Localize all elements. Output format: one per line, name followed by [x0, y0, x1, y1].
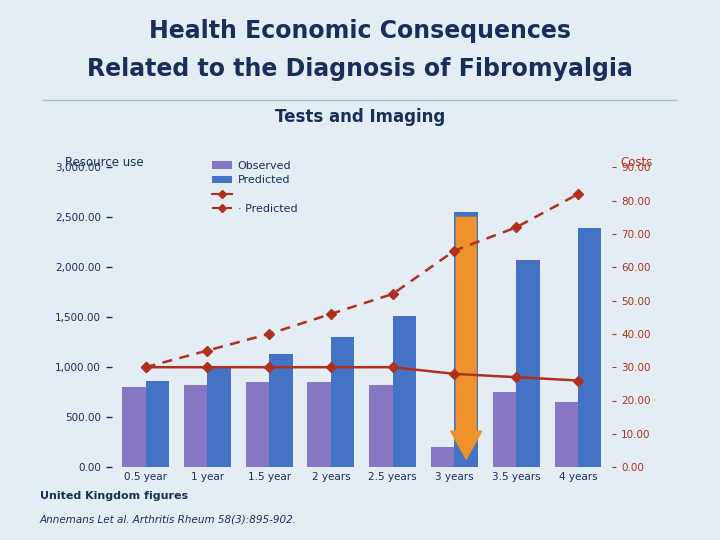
Bar: [492, 392, 516, 467]
Bar: [331, 337, 354, 467]
Text: Costs: Costs: [621, 156, 653, 168]
Bar: [392, 316, 416, 467]
Bar: [516, 260, 540, 467]
Bar: [369, 385, 392, 467]
Text: Health Economic Consequences: Health Economic Consequences: [149, 19, 571, 43]
Bar: [122, 387, 145, 467]
Text: United Kingdom figures: United Kingdom figures: [40, 491, 188, 501]
Bar: [246, 382, 269, 467]
Bar: [184, 385, 207, 467]
FancyArrow shape: [451, 217, 482, 459]
Bar: [554, 402, 578, 467]
Bar: [454, 212, 478, 467]
Legend: Observed, Predicted, , · Predicted: Observed, Predicted, , · Predicted: [212, 161, 297, 214]
Text: Resource use: Resource use: [65, 156, 143, 168]
Bar: [307, 382, 331, 467]
Bar: [431, 447, 454, 467]
Text: Annemans Let al. Arthritis Rheum 58(3):895-902.: Annemans Let al. Arthritis Rheum 58(3):8…: [40, 515, 297, 525]
Text: Related to the Diagnosis of Fibromyalgia: Related to the Diagnosis of Fibromyalgia: [87, 57, 633, 80]
Text: Tests and Imaging: Tests and Imaging: [275, 108, 445, 126]
Bar: [578, 228, 601, 467]
Bar: [145, 381, 169, 467]
Bar: [207, 368, 231, 467]
Bar: [269, 354, 292, 467]
